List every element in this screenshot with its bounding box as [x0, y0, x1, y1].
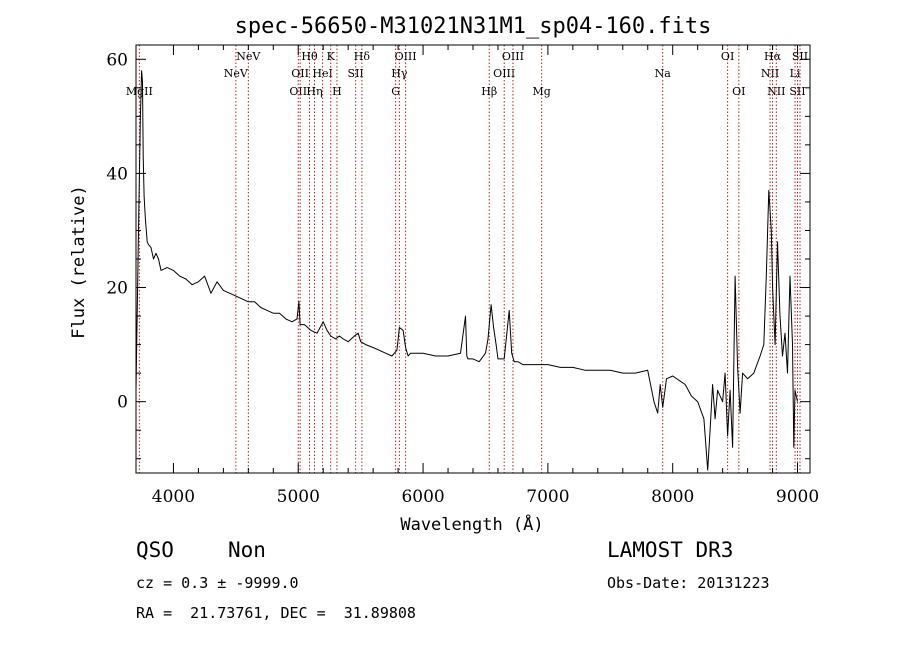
chart-title: spec-56650-M31021N31M1_sp04-160.fits [235, 14, 712, 39]
marker-label-5: Hθ [301, 50, 318, 63]
marker-label-13: Hγ [391, 67, 408, 80]
marker-label-7: HeI [312, 67, 332, 80]
y-tick-label: 60 [106, 50, 128, 70]
x-axis-label: Wavelength (Å) [400, 513, 543, 535]
marker-label-3: OII [289, 85, 307, 98]
marker-label-12: G [391, 85, 400, 98]
survey-name: LAMOST DR3 [607, 538, 734, 562]
marker-label-23: Hα [764, 50, 782, 63]
marker-label-4: OII [291, 67, 309, 80]
marker-label-25: Li [790, 67, 801, 80]
spectrum-line [135, 70, 798, 471]
marker-label-8: K [327, 50, 336, 63]
redshift-cz: cz = 0.3 ± -9999.0 [136, 574, 299, 592]
y-tick-label: 40 [106, 164, 128, 184]
object-subclass: Non [228, 538, 266, 562]
marker-label-15: Hβ [481, 85, 497, 98]
x-tick-label: 6000 [401, 487, 444, 507]
x-tick-label: 9000 [776, 487, 819, 507]
y-tick-label: 20 [106, 279, 128, 299]
x-tick-label: 7000 [526, 487, 569, 507]
marker-label-6: Hη [306, 85, 322, 98]
marker-label-11: Hδ [354, 50, 371, 63]
coordinates: RA = 21.73761, DEC = 31.89808 [136, 604, 416, 622]
x-tick-label: 4000 [152, 487, 195, 507]
marker-label-20: OI [721, 50, 734, 63]
x-tick-label: 8000 [651, 487, 694, 507]
marker-label-9: H [332, 85, 342, 98]
axes: 4000 5000 6000 7000 8000 9000 0 20 40 60 [106, 44, 819, 507]
marker-label-27: SII [792, 50, 808, 63]
spectrum-series [135, 70, 798, 471]
marker-label-19: Na [655, 67, 672, 80]
marker-label-0: MgII [126, 85, 153, 98]
marker-label-26: SII [789, 85, 805, 98]
y-axis-label: Flux (relative) [69, 185, 89, 339]
marker-label-10: SII [348, 67, 364, 80]
line-markers: MgII NeV NeV OII OII Hθ Hη HeI K H SII Hδ G Hγ OIII Hβ O… [126, 45, 808, 473]
marker-label-1: NeV [224, 67, 249, 80]
observation-date: Obs-Date: 20131223 [607, 574, 770, 592]
marker-label-14: OIII [395, 50, 417, 63]
marker-label-22: NII [761, 67, 779, 80]
marker-label-2: NeV [236, 50, 261, 63]
y-tick-label: 0 [117, 393, 128, 413]
object-class: QSO [136, 538, 174, 562]
x-tick-label: 5000 [277, 487, 320, 507]
marker-label-17: OIII [502, 50, 524, 63]
marker-label-16: OIII [493, 67, 515, 80]
marker-label-21: OI [732, 85, 745, 98]
marker-label-18: Mg [532, 85, 550, 98]
plot-frame [135, 44, 811, 474]
marker-label-24: NII [767, 85, 785, 98]
